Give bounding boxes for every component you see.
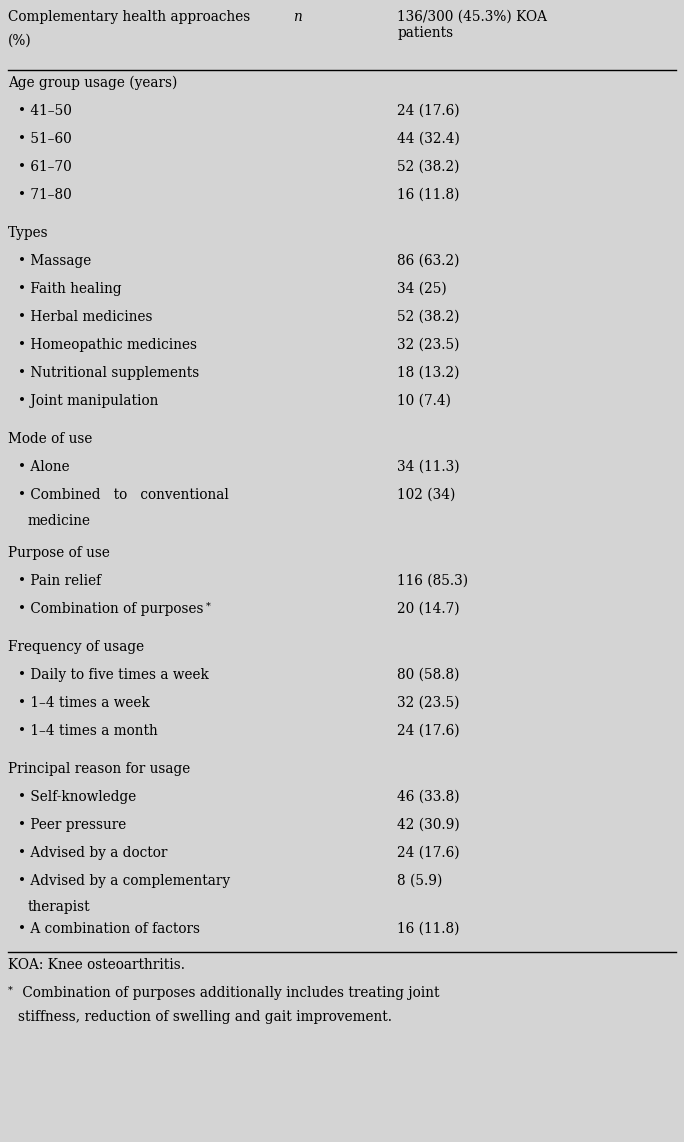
Text: • 71–80: • 71–80: [18, 188, 72, 202]
Text: medicine: medicine: [28, 514, 91, 528]
Text: • Peer pressure: • Peer pressure: [18, 818, 127, 833]
Text: 80 (58.8): 80 (58.8): [397, 668, 460, 682]
Text: • Joint manipulation: • Joint manipulation: [18, 394, 159, 408]
Text: • Advised by a complementary: • Advised by a complementary: [18, 874, 230, 888]
Text: 34 (25): 34 (25): [397, 282, 447, 296]
Text: Principal reason for usage: Principal reason for usage: [8, 762, 190, 777]
Text: Combination of purposes additionally includes treating joint: Combination of purposes additionally inc…: [18, 986, 440, 1000]
Text: 10 (7.4): 10 (7.4): [397, 394, 451, 408]
Text: therapist: therapist: [28, 900, 90, 914]
Text: • 51–60: • 51–60: [18, 132, 72, 146]
Text: 18 (13.2): 18 (13.2): [397, 365, 460, 380]
Text: 116 (85.3): 116 (85.3): [397, 574, 469, 588]
Text: • Pain relief: • Pain relief: [18, 574, 101, 588]
Text: 16 (11.8): 16 (11.8): [397, 188, 460, 202]
Text: • Homeopathic medicines: • Homeopathic medicines: [18, 338, 197, 352]
Text: 16 (11.8): 16 (11.8): [397, 922, 460, 936]
Text: 8 (5.9): 8 (5.9): [397, 874, 443, 888]
Text: 52 (38.2): 52 (38.2): [397, 160, 460, 174]
Text: *: *: [206, 602, 211, 611]
Text: • 61–70: • 61–70: [18, 160, 72, 174]
Text: 34 (11.3): 34 (11.3): [397, 460, 460, 474]
Text: • 1–4 times a week: • 1–4 times a week: [18, 695, 150, 710]
Text: • Self-knowledge: • Self-knowledge: [18, 790, 136, 804]
Text: • Faith healing: • Faith healing: [18, 282, 122, 296]
Text: *: *: [8, 986, 13, 995]
Text: Purpose of use: Purpose of use: [8, 546, 110, 560]
Text: • Herbal medicines: • Herbal medicines: [18, 309, 153, 324]
Text: 32 (23.5): 32 (23.5): [397, 695, 460, 710]
Text: 52 (38.2): 52 (38.2): [397, 309, 460, 324]
Text: 46 (33.8): 46 (33.8): [397, 790, 460, 804]
Text: • Combination of purposes: • Combination of purposes: [18, 602, 204, 616]
Text: Complementary health approaches: Complementary health approaches: [8, 10, 254, 24]
Text: • Advised by a doctor: • Advised by a doctor: [18, 846, 168, 860]
Text: 86 (63.2): 86 (63.2): [397, 254, 460, 268]
Text: • Nutritional supplements: • Nutritional supplements: [18, 365, 199, 380]
Text: (%): (%): [8, 34, 31, 48]
Text: stiffness, reduction of swelling and gait improvement.: stiffness, reduction of swelling and gai…: [18, 1010, 392, 1024]
Text: • Alone: • Alone: [18, 460, 70, 474]
Text: • Massage: • Massage: [18, 254, 91, 268]
Text: • Daily to five times a week: • Daily to five times a week: [18, 668, 209, 682]
Text: n: n: [293, 10, 302, 24]
Text: 20 (14.7): 20 (14.7): [397, 602, 460, 616]
Text: • 41–50: • 41–50: [18, 104, 72, 118]
Text: Age group usage (years): Age group usage (years): [8, 77, 177, 90]
Text: 24 (17.6): 24 (17.6): [397, 724, 460, 738]
Text: 24 (17.6): 24 (17.6): [397, 104, 460, 118]
Text: 42 (30.9): 42 (30.9): [397, 818, 460, 833]
Text: • Combined   to   conventional: • Combined to conventional: [18, 488, 229, 502]
Text: Frequency of usage: Frequency of usage: [8, 640, 144, 654]
Text: • 1–4 times a month: • 1–4 times a month: [18, 724, 158, 738]
Text: Mode of use: Mode of use: [8, 432, 92, 447]
Text: 32 (23.5): 32 (23.5): [397, 338, 460, 352]
Text: Types: Types: [8, 226, 49, 240]
Text: KOA: Knee osteoarthritis.: KOA: Knee osteoarthritis.: [8, 958, 185, 972]
Text: • A combination of factors: • A combination of factors: [18, 922, 200, 936]
Text: 44 (32.4): 44 (32.4): [397, 132, 460, 146]
Text: 24 (17.6): 24 (17.6): [397, 846, 460, 860]
Text: 102 (34): 102 (34): [397, 488, 456, 502]
Text: 136/300 (45.3%) KOA
patients: 136/300 (45.3%) KOA patients: [397, 10, 547, 40]
